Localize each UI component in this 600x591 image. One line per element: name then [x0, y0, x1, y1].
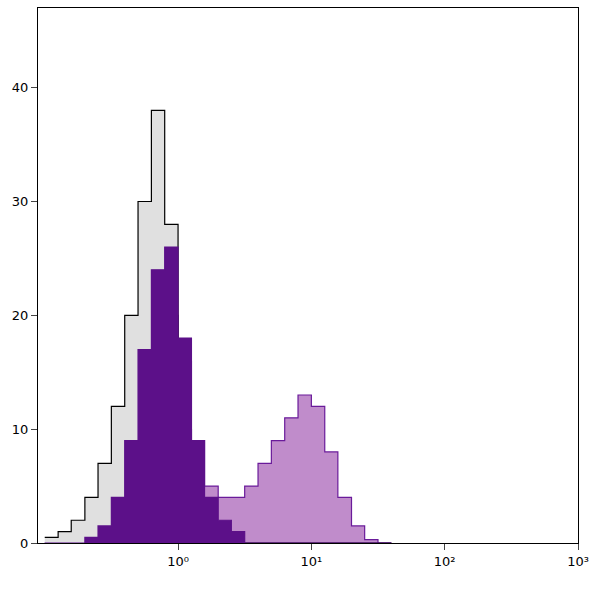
- svg-text:10⁰: 10⁰: [167, 554, 189, 569]
- svg-text:10¹: 10¹: [300, 554, 322, 569]
- svg-text:10³: 10³: [567, 554, 589, 569]
- svg-text:40: 40: [12, 80, 29, 95]
- svg-text:30: 30: [12, 194, 29, 209]
- svg-text:20: 20: [12, 308, 29, 323]
- svg-text:10: 10: [12, 422, 29, 437]
- svg-text:10²: 10²: [434, 554, 456, 569]
- svg-text:0: 0: [20, 536, 28, 551]
